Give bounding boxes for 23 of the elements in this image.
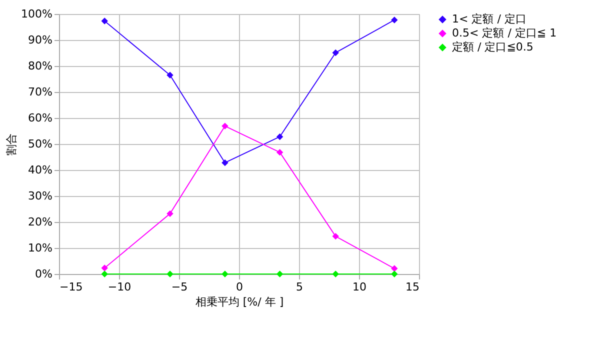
y-tick-label: 10%: [28, 242, 52, 254]
y-tick-label: 40%: [28, 164, 52, 176]
y-tick-label: 70%: [28, 86, 52, 98]
x-tick-label: −10: [108, 280, 132, 294]
y-axis-title: 割合: [5, 134, 18, 156]
x-tick-label: 15: [406, 280, 420, 294]
x-tick-label: 10: [352, 280, 366, 294]
y-tick-label: 80%: [28, 60, 52, 72]
y-tick-label: 0%: [35, 268, 52, 280]
x-tick-label: −15: [60, 280, 83, 294]
y-tick-label: 60%: [28, 112, 52, 124]
x-tick-label: 5: [296, 280, 303, 294]
x-tick-label: −5: [171, 280, 188, 294]
legend-label: 1< 定額 / 定口: [452, 12, 526, 26]
y-tick-label: 20%: [28, 216, 52, 228]
legend-label: 0.5< 定額 / 定口≦ 1: [452, 26, 557, 40]
y-tick-label: 90%: [28, 34, 52, 46]
y-tick-label: 50%: [28, 138, 52, 150]
x-axis-title: 相乗平均 [%/ 年 ]: [195, 296, 284, 308]
y-tick-label: 30%: [28, 190, 52, 202]
x-tick-label: 0: [236, 280, 243, 294]
y-tick-label: 100%: [21, 8, 52, 20]
legend-label: 定額 / 定口≦0.5: [452, 40, 534, 54]
